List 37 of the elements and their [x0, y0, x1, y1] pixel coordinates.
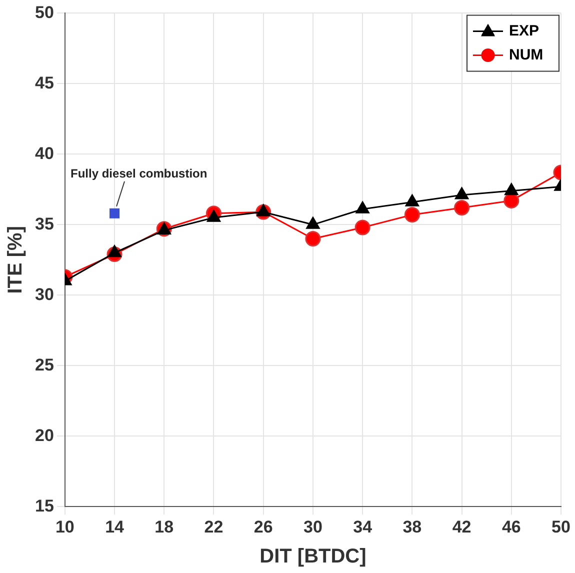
y-tick-label: 25	[34, 355, 54, 374]
y-tick-label: 30	[34, 284, 54, 304]
x-tick-label: 30	[303, 517, 322, 536]
y-axis-title: ITE [%]	[4, 226, 27, 294]
x-tick-label: 50	[552, 517, 570, 536]
x-tick-label: 22	[204, 517, 224, 536]
point	[110, 208, 120, 218]
x-tick-label: 10	[55, 517, 74, 536]
point	[108, 245, 122, 258]
legend-label: NUM	[509, 46, 544, 64]
x-tick-label: 18	[154, 517, 174, 536]
y-tick-label: 40	[34, 144, 54, 163]
point	[405, 194, 419, 206]
point	[206, 210, 221, 222]
point	[454, 187, 469, 200]
x-tick-label: 34	[353, 517, 373, 536]
point	[504, 183, 518, 196]
point	[404, 207, 420, 223]
point	[305, 231, 321, 247]
x-tick-label: 14	[105, 517, 125, 536]
point	[256, 204, 270, 216]
point	[356, 201, 370, 214]
x-tick-label: 38	[402, 517, 422, 536]
point	[306, 216, 320, 229]
point	[454, 200, 470, 216]
y-tick-label: 35	[34, 214, 54, 234]
legend-label: EXP	[509, 22, 540, 40]
y-tick-label: 45	[34, 73, 54, 92]
annotation: Fully diesel combustion	[70, 166, 208, 180]
y-tick-label: 20	[34, 426, 54, 445]
point	[354, 220, 370, 236]
y-tick-label: 50	[34, 2, 54, 22]
x-tick-label: 42	[452, 517, 472, 536]
x-tick-label: 46	[502, 517, 521, 536]
x-tick-label: 26	[254, 517, 273, 536]
y-tick-label: 15	[34, 496, 54, 516]
x-axis-title: DIT [BTDC]	[260, 546, 366, 568]
